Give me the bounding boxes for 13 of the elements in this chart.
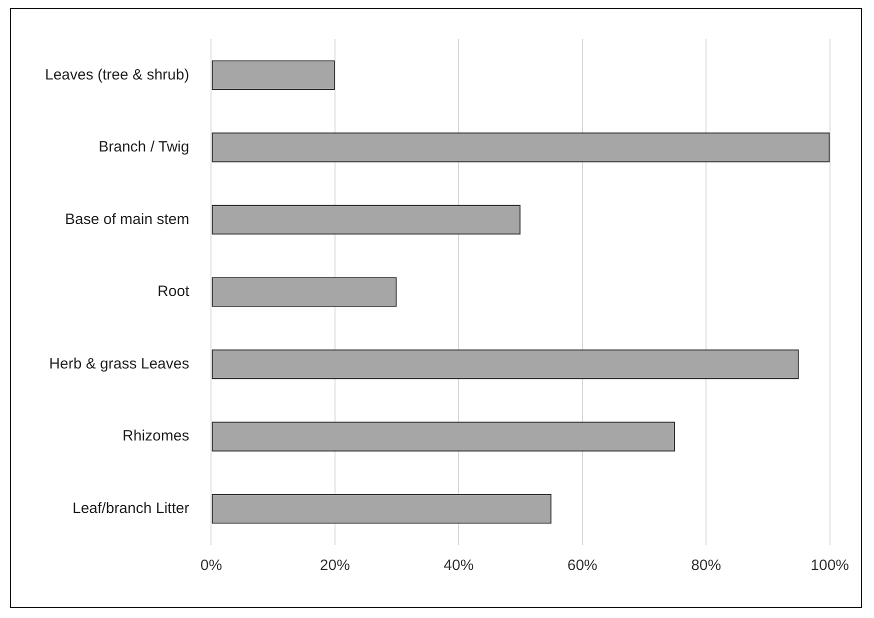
y-tick-label: Root (158, 283, 190, 300)
y-tick-label: Base of main stem (65, 210, 190, 228)
x-tick-label: 100% (810, 557, 850, 574)
y-tick-label: Rhizomes (122, 428, 190, 445)
y-tick-label: Branch / Twig (98, 138, 190, 156)
x-tick-label: 80% (691, 557, 722, 574)
x-tick-label: 40% (444, 557, 474, 574)
x-tick-label: 20% (320, 557, 350, 574)
y-tick-label: Leaves (tree & shrub) (44, 66, 190, 84)
y-tick-label: Leaf/branch Litter (72, 500, 190, 517)
y-tick-label: Herb & grass Leaves (49, 355, 190, 372)
x-tick-label: 60% (567, 557, 598, 574)
x-tick-label: 0% (200, 557, 222, 574)
